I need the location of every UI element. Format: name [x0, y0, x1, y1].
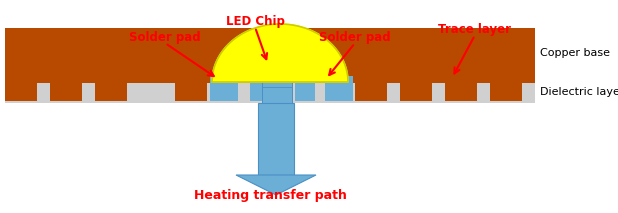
Bar — [400, 76, 432, 101]
Bar — [175, 76, 207, 101]
Bar — [325, 76, 353, 101]
Bar — [210, 76, 238, 101]
Bar — [295, 76, 315, 101]
Bar — [50, 76, 82, 101]
Text: LED Chip: LED Chip — [226, 16, 284, 29]
Bar — [95, 76, 127, 101]
Text: Solder pad: Solder pad — [319, 32, 391, 45]
Bar — [262, 38, 292, 103]
Bar — [258, 103, 294, 175]
Bar — [250, 76, 270, 101]
Bar — [445, 76, 477, 101]
Polygon shape — [212, 24, 348, 82]
Text: Heating transfer path: Heating transfer path — [193, 189, 347, 201]
Bar — [262, 28, 292, 83]
Text: Copper base: Copper base — [540, 48, 610, 58]
Polygon shape — [236, 175, 316, 195]
Bar — [5, 28, 535, 83]
Bar — [355, 76, 387, 101]
Text: Dielectric layer: Dielectric layer — [540, 87, 618, 97]
Bar — [490, 76, 522, 101]
Bar — [5, 76, 37, 101]
Text: Trace layer: Trace layer — [439, 23, 512, 36]
Bar — [5, 83, 535, 103]
Text: Solder pad: Solder pad — [129, 32, 201, 45]
